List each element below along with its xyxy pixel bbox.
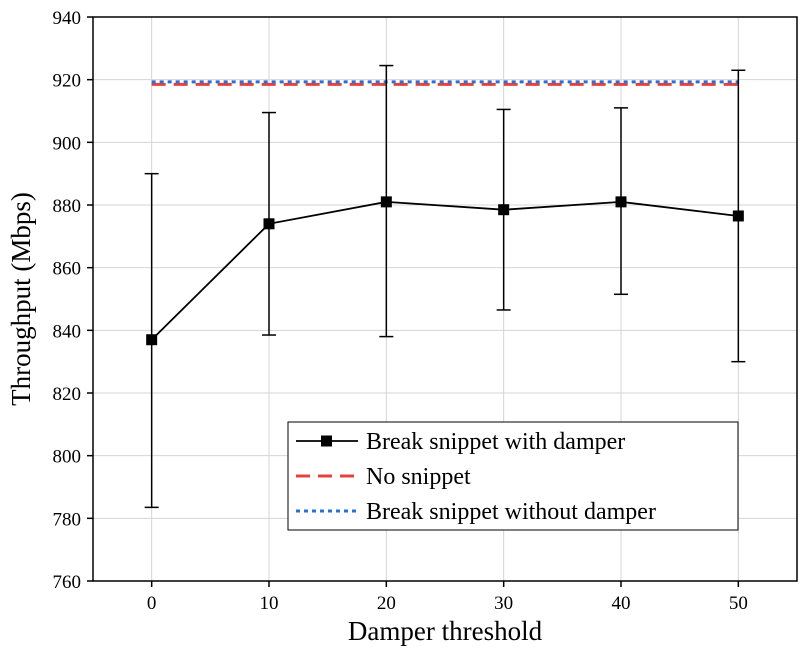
data-point-marker (498, 204, 510, 216)
y-tick-label: 880 (53, 196, 82, 217)
legend-label: No snippet (366, 464, 471, 490)
y-tick-label: 840 (53, 321, 82, 342)
legend-swatch-marker (321, 435, 332, 447)
y-tick-label: 800 (53, 447, 82, 468)
y-tick-label: 920 (53, 71, 82, 92)
data-point-marker (263, 218, 275, 230)
data-point-marker (380, 196, 392, 208)
data-point-marker (146, 334, 158, 346)
legend-label: Break snippet with damper (366, 429, 625, 455)
x-tick-label: 0 (147, 593, 157, 614)
x-tick-label: 50 (729, 593, 748, 614)
y-tick-label: 820 (53, 384, 82, 405)
x-tick-label: 40 (612, 593, 631, 614)
series-line-with-damper (151, 200, 739, 341)
x-tick-label: 10 (260, 593, 279, 614)
y-tick-label: 940 (53, 8, 82, 29)
x-axis-title: Damper threshold (348, 616, 543, 646)
x-tick-label: 20 (377, 593, 396, 614)
x-tick-label: 30 (494, 593, 513, 614)
legend-box (287, 421, 739, 531)
y-axis-title: Throughput (Mbps) (6, 192, 36, 406)
axis-ticks: 0 10 20 30 40 50 760 780 800 820 840 860 880 900 920 94… (53, 8, 748, 614)
legend-label: Break snippet without damper (366, 499, 656, 525)
legend: Break snippet with damper No snippet Break… (287, 421, 739, 531)
y-tick-label: 900 (53, 133, 82, 154)
plot-area-frame (92, 16, 798, 582)
series-layer (144, 64, 746, 509)
y-tick-label: 760 (53, 572, 82, 593)
y-tick-label: 780 (53, 509, 82, 530)
y-tick-label: 860 (53, 259, 82, 280)
data-point-marker (615, 196, 627, 208)
data-point-marker (732, 210, 744, 222)
